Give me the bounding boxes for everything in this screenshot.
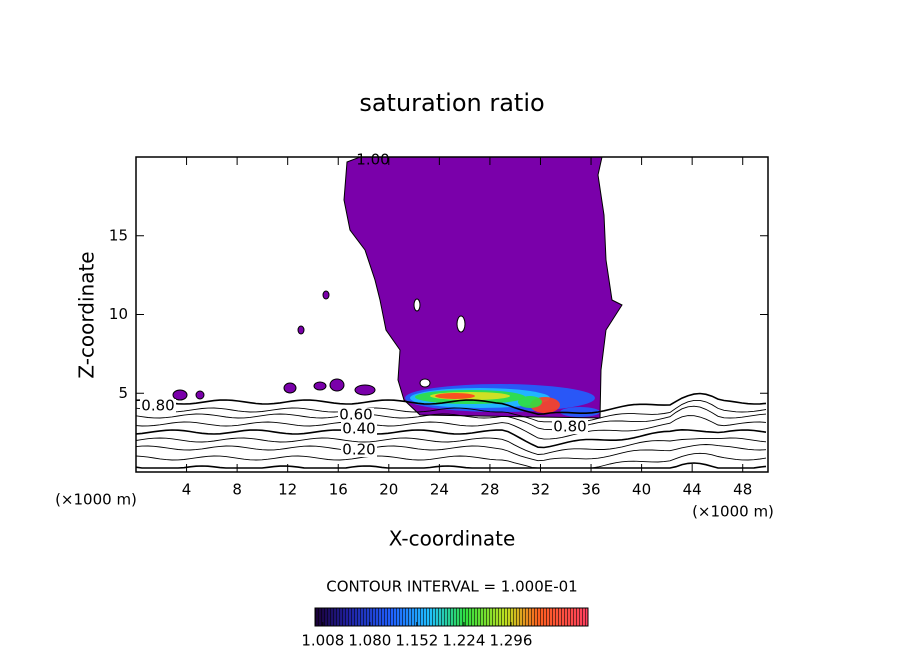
contour-label-bg (341, 443, 377, 457)
x-tick-label: 20 (379, 481, 398, 499)
x-tick-label: 44 (683, 481, 702, 499)
contour-line (136, 437, 767, 455)
hole (419, 378, 431, 388)
contour-label-bg (552, 420, 588, 434)
y-tick-label: 15 (109, 226, 128, 244)
contour-label: 1.00 (356, 151, 389, 169)
contour-line (136, 462, 767, 469)
x-tick-label: 32 (531, 481, 550, 499)
contour-label-bg (140, 399, 176, 413)
contour-line (136, 444, 767, 462)
contour-line (136, 452, 767, 469)
high-ratio-area (435, 393, 475, 399)
saturated-blob (322, 290, 330, 300)
saturated-blob (313, 381, 327, 391)
contour-label-bg (341, 422, 377, 436)
x-axis-label: X-coordinate (389, 527, 516, 551)
chart-title: saturation ratio (359, 89, 544, 117)
y-axis-label: Z-coordinate (75, 251, 99, 378)
contour-label: 0.20 (342, 441, 375, 459)
x-tick-label: 16 (329, 481, 348, 499)
x-tick-label: 28 (480, 481, 499, 499)
saturated-region (343, 157, 623, 419)
plot-area (136, 157, 767, 469)
x-tick-label: 40 (632, 481, 651, 499)
contour-line (136, 392, 767, 416)
colorbar-tick-label: 1.008 (301, 632, 344, 650)
y-tick-label: 10 (109, 305, 128, 323)
x-unit: (×1000 m) (692, 503, 774, 521)
saturated-blob (297, 325, 305, 335)
y-unit: (×1000 m) (55, 491, 137, 509)
saturated-blob (283, 382, 297, 394)
high-ratio-area (560, 407, 600, 417)
colorbar-tick-label: 1.224 (442, 632, 485, 650)
contour-line (136, 399, 767, 423)
x-tick-label: 36 (581, 481, 600, 499)
colorbar-tick-label: 1.152 (395, 632, 438, 650)
x-tick-label: 8 (232, 481, 242, 499)
saturated-blob (354, 384, 376, 396)
high-ratio-area (518, 396, 542, 408)
contour-label-bg (338, 408, 374, 422)
hole (413, 298, 421, 312)
x-tick-label: 24 (430, 481, 449, 499)
x-tick-label: 4 (182, 481, 192, 499)
colorbar-tick-label: 1.080 (348, 632, 391, 650)
y-tick-label: 5 (118, 384, 128, 402)
colorbar-stripes (315, 608, 588, 626)
hole (456, 315, 466, 333)
colorbar-tick-label: 1.296 (489, 632, 532, 650)
contour-label: 0.80 (141, 397, 174, 415)
contour-interval: CONTOUR INTERVAL = 1.000E-01 (326, 578, 577, 596)
x-tick-label: 12 (278, 481, 297, 499)
saturated-blob (329, 378, 345, 392)
contour-line (136, 405, 767, 431)
saturated-blob (172, 389, 188, 401)
contour-line (136, 415, 767, 440)
saturated-blob (195, 390, 205, 400)
contour-line (136, 428, 767, 449)
contour-label: 0.60 (339, 406, 372, 424)
contour-label: 0.40 (342, 420, 375, 438)
x-tick-label: 48 (733, 481, 752, 499)
contour-label: 0.80 (553, 418, 586, 436)
